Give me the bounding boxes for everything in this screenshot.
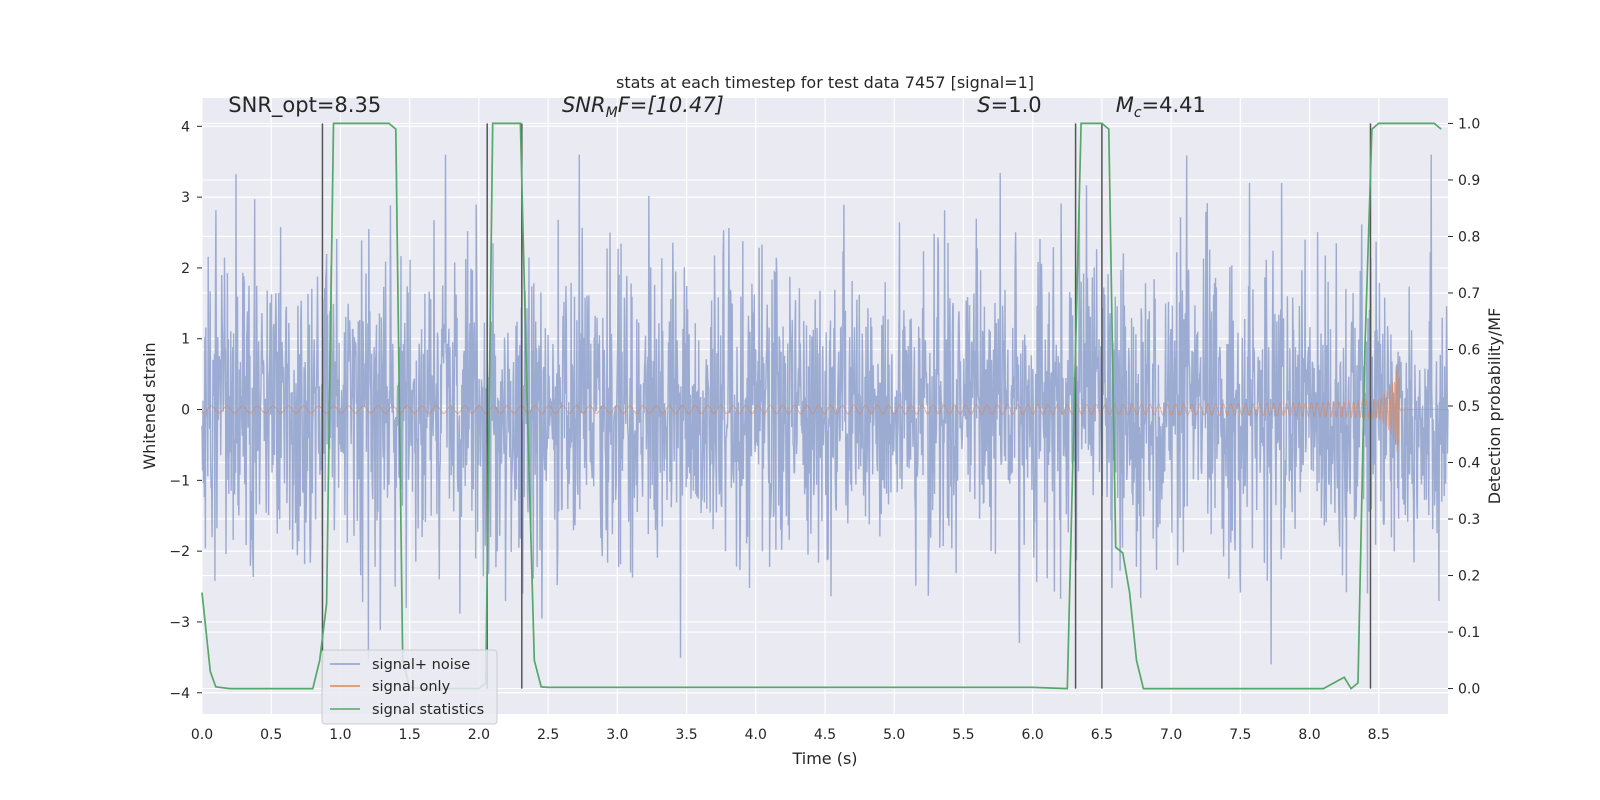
y-right-tick-label: 0.1 (1458, 625, 1480, 641)
y-right-tick-label: 0.0 (1458, 682, 1480, 698)
annotation-snr-mf-symbol: SNR (562, 93, 606, 117)
detection-markers (321, 123, 1372, 689)
series-signal-statistics (201, 122, 1442, 690)
annotation-s-symbol: S (977, 93, 990, 117)
y-right-tick-label: 0.4 (1458, 456, 1480, 472)
y-left-tick-labels: 4 3 2 1 0 −1 −2 −3 −4 (169, 119, 202, 702)
y-axis-label-right: Detection probability/MF (1485, 308, 1504, 505)
x-tick-label: 7.0 (1160, 727, 1182, 743)
y-right-tick-label: 0.8 (1458, 229, 1480, 245)
x-axis-label: Time (s) (791, 749, 857, 768)
y-left-tick-label: −2 (169, 544, 190, 560)
annotation-s: S=1.0 (977, 93, 1041, 117)
series-signal-plus-noise (201, 154, 1449, 665)
x-tick-label: 7.5 (1229, 727, 1251, 743)
legend-label-signal-statistics: signal statistics (372, 702, 484, 718)
legend-label-signal-only: signal only (372, 679, 451, 695)
series-line-signal-statistics (201, 122, 1442, 690)
x-tick-label: 4.0 (745, 727, 767, 743)
y-right-tick-labels: 1.0 0.9 0.8 0.7 0.6 0.5 0.4 0.3 0.2 0.1 0.0 (1448, 116, 1480, 698)
x-tick-label: 5.5 (952, 727, 974, 743)
y-left-tick-label: −4 (169, 686, 190, 702)
x-tick-label: 3.5 (675, 727, 697, 743)
x-tick-label: 6.0 (1022, 727, 1044, 743)
x-tick-label: 2.0 (468, 727, 490, 743)
x-tick-label: 5.0 (883, 727, 905, 743)
legend: signal+ noise signal only signal statist… (321, 649, 498, 725)
annotations: SNR_opt=8.35 SNRMF=[10.47] S=1.0 Mc=4.41 (228, 93, 1206, 121)
x-tick-label: 3.0 (606, 727, 628, 743)
x-tick-label: 4.5 (814, 727, 836, 743)
x-tick-label: 2.5 (537, 727, 559, 743)
y-right-tick-label: 1.0 (1458, 116, 1480, 132)
y-axis-label-left: Whitened strain (140, 342, 159, 469)
y-right-tick-label: 0.2 (1458, 569, 1480, 585)
series-line-signal-plus-noise (201, 154, 1449, 665)
x-tick-label: 8.5 (1368, 727, 1390, 743)
annotation-mc-symbol: M (1116, 93, 1134, 117)
y-right-tick-label: 0.7 (1458, 286, 1480, 302)
series-signal-only (201, 361, 1448, 453)
annotation-snr-mf: SNRMF=[10.47] (562, 93, 724, 121)
legend-box (321, 649, 498, 725)
y-left-tick-label: 1 (181, 332, 190, 348)
x-tick-label: 6.5 (1091, 727, 1113, 743)
series-line-signal-only (201, 361, 1448, 453)
x-tick-label: 0.0 (191, 727, 213, 743)
y-right-tick-label: 0.9 (1458, 173, 1480, 189)
y-left-tick-label: −1 (169, 473, 190, 489)
y-left-tick-label: 0 (181, 403, 190, 419)
y-right-tick-label: 0.6 (1458, 342, 1480, 358)
x-tick-label: 1.0 (329, 727, 351, 743)
annotation-s-value: =1.0 (991, 93, 1042, 117)
x-tick-label: 8.0 (1298, 727, 1320, 743)
chart-title: stats at each timestep for test data 745… (616, 73, 1034, 92)
y-left-tick-label: 2 (181, 261, 190, 277)
annotation-mc: Mc=4.41 (1116, 93, 1206, 121)
x-tick-labels: 0.0 0.5 1.0 1.5 2.0 2.5 3.0 3.5 4.0 4.5 5.0 5.5 6.0 6… (191, 727, 1390, 743)
y-left-tick-label: 3 (181, 190, 190, 206)
legend-label-signal-plus-noise: signal+ noise (372, 657, 470, 673)
annotation-mc-subscript: c (1134, 105, 1142, 121)
y-right-tick-label: 0.3 (1458, 512, 1480, 528)
annotation-snr-mf-subscript: M (606, 105, 618, 121)
y-left-tick-label: 4 (181, 119, 190, 135)
y-left-tick-label: −3 (169, 615, 190, 631)
x-tick-label: 0.5 (260, 727, 282, 743)
annotation-snr-opt: SNR_opt=8.35 (228, 93, 381, 118)
y-right-tick-label: 0.5 (1458, 399, 1480, 415)
annotation-snr-mf-value: F=[10.47] (618, 93, 724, 117)
x-tick-label: 1.5 (399, 727, 421, 743)
annotation-mc-value: =4.41 (1142, 93, 1206, 117)
